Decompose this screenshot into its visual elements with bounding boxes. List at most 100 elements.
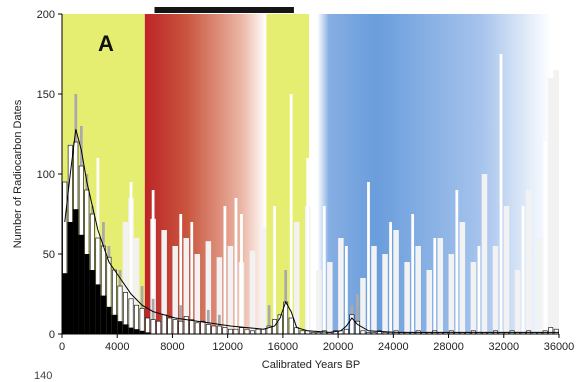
light-gray-spikes-bar bbox=[514, 270, 521, 334]
gray-tall-bar bbox=[151, 298, 155, 334]
light-gray-spikes-bar bbox=[459, 222, 466, 334]
y-tick-label: 200 bbox=[37, 9, 55, 21]
white-spikes-bar bbox=[411, 214, 415, 334]
light-gray-spikes-bar bbox=[404, 262, 410, 334]
white-outline-bars-bar bbox=[134, 304, 140, 334]
white-spikes-bar bbox=[223, 206, 227, 334]
white-outline-bars-bar bbox=[354, 320, 360, 334]
white-spikes-bar bbox=[240, 214, 243, 334]
light-gray-spikes-bar bbox=[492, 246, 499, 334]
light-gray-spikes-bar bbox=[393, 230, 399, 334]
white-spikes-bar bbox=[543, 142, 547, 334]
x-tick-label: 28000 bbox=[433, 341, 464, 353]
black-base-bar bbox=[62, 273, 68, 334]
light-gray-spikes-bar bbox=[205, 241, 212, 334]
light-gray-spikes-bar bbox=[293, 222, 300, 334]
white-outline-bars-bar bbox=[106, 256, 112, 334]
white-outline-bars-bar bbox=[216, 325, 222, 334]
density-line bbox=[64, 129, 559, 333]
gray-tall-bar bbox=[356, 294, 359, 334]
white-outline-bars-bar bbox=[139, 308, 145, 334]
white-spikes-bar bbox=[521, 206, 525, 334]
light-gray-spikes-bar bbox=[426, 270, 432, 334]
white-spikes-bar bbox=[455, 190, 459, 334]
white-spikes-bar bbox=[433, 238, 437, 334]
black-base-bar bbox=[67, 222, 74, 334]
black-base-bar bbox=[139, 330, 145, 334]
top-duration-bar bbox=[154, 7, 294, 13]
line-layer bbox=[64, 129, 559, 333]
x-tick-label: 36000 bbox=[544, 341, 575, 353]
black-base-bar bbox=[95, 284, 101, 334]
white-spikes-bar bbox=[129, 182, 133, 334]
white-outline-bars-bar bbox=[222, 327, 228, 334]
white-outline-bars-bar bbox=[227, 328, 233, 334]
black-base-bar bbox=[144, 332, 151, 334]
x-tick-label: 32000 bbox=[488, 341, 519, 353]
white-spikes-bar bbox=[477, 246, 481, 334]
y-tick-label: 100 bbox=[37, 169, 55, 181]
light-gray-spikes-bar bbox=[338, 238, 344, 334]
black-base-bar bbox=[106, 306, 112, 334]
x-tick-label: 20000 bbox=[323, 341, 354, 353]
white-spikes-bar bbox=[367, 182, 370, 334]
white-outline-bars-bar bbox=[261, 328, 267, 334]
light-gray-spikes-bar bbox=[360, 278, 366, 334]
light-gray-spikes-bar bbox=[227, 246, 234, 334]
black-base-bar bbox=[84, 254, 90, 334]
gray-tall-bar bbox=[206, 310, 210, 334]
white-outline-bars-bar bbox=[172, 319, 178, 334]
white-outline-bars-bar bbox=[244, 328, 250, 334]
x-tick-label: 24000 bbox=[378, 341, 409, 353]
x-tick-label: 0 bbox=[59, 341, 65, 353]
white-outline-bars-bar bbox=[200, 320, 206, 334]
black-base-bar bbox=[111, 314, 118, 334]
light-gray-spikes-bar bbox=[194, 254, 201, 334]
black-base-bar bbox=[117, 321, 123, 334]
white-outline-bars-bar bbox=[548, 327, 554, 334]
white-outline-bars-bar bbox=[117, 285, 123, 334]
light-gray-spikes-bar bbox=[133, 238, 140, 334]
y-axis-label: Number of Radiocarbon Dates bbox=[12, 99, 24, 248]
black-base-bar bbox=[128, 327, 134, 334]
x-ticks: 0 4000 8000 12000 16000 20000 24000 28000 32000 3… bbox=[59, 334, 574, 353]
black-base-bar bbox=[89, 270, 96, 334]
y-tick-label: 150 bbox=[37, 89, 55, 101]
white-outline-bars-bar bbox=[233, 328, 239, 334]
x-tick-label: 4000 bbox=[105, 341, 129, 353]
white-outline-bars-bar bbox=[150, 319, 156, 334]
white-spikes-bar bbox=[289, 94, 293, 334]
black-base-bar bbox=[78, 234, 85, 334]
white-outline-bars-bar bbox=[145, 317, 151, 334]
white-outline-bars-bar bbox=[205, 324, 211, 334]
white-outline-bars-bar bbox=[167, 317, 173, 334]
white-spikes-bar bbox=[179, 214, 183, 334]
white-outline-bars-bar bbox=[189, 319, 195, 334]
y-tick-label: 50 bbox=[43, 249, 55, 261]
gray-tall-bar bbox=[179, 305, 183, 334]
light-gray-spikes-bar bbox=[503, 206, 510, 334]
light-gray-spikes-bar bbox=[470, 262, 477, 334]
light-gray-spikes-bar bbox=[382, 254, 388, 334]
x-tick-label: 8000 bbox=[160, 341, 184, 353]
white-spikes-bar bbox=[190, 222, 194, 334]
light-gray-spikes-bar bbox=[536, 238, 543, 334]
white-outline-bars-bar bbox=[211, 325, 217, 334]
climate-bands bbox=[62, 14, 551, 334]
light-gray-spikes-bar bbox=[547, 78, 554, 334]
y-ticks: 0 50 100 150 200 bbox=[37, 9, 62, 341]
light-gray-spikes-bar bbox=[448, 254, 455, 334]
light-gray-spikes-bar bbox=[216, 257, 223, 334]
light-gray-spikes-bar bbox=[525, 190, 532, 334]
x-tick-label: 12000 bbox=[212, 341, 243, 353]
white-spikes-bar bbox=[306, 158, 310, 334]
light-gray-spikes-bar bbox=[249, 250, 256, 334]
white-spikes-bar bbox=[345, 246, 348, 334]
histogram-bars bbox=[62, 54, 559, 334]
white-spikes-bar bbox=[499, 54, 503, 334]
light-gray-spikes-bar bbox=[553, 70, 559, 334]
black-base-bar bbox=[100, 295, 107, 334]
white-outline-bars-bar bbox=[178, 320, 184, 334]
light-gray-spikes-bar bbox=[172, 246, 178, 334]
light-gray-spikes-bar bbox=[371, 246, 377, 334]
